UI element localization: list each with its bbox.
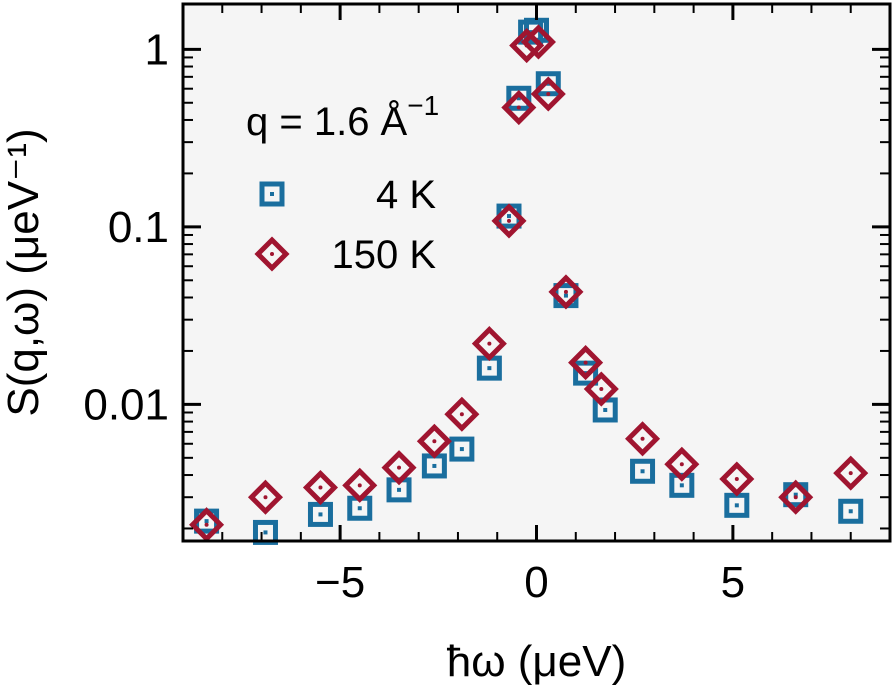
data-point-diamond	[583, 371, 619, 407]
legend-marker-square	[259, 181, 285, 207]
data-point-diamond	[664, 446, 700, 482]
data-point-diamond	[719, 461, 755, 497]
x-tick-label: −5	[315, 558, 365, 607]
data-point-diamond	[342, 467, 378, 503]
data-point-diamond	[530, 76, 566, 112]
data-point-diamond	[189, 507, 225, 543]
data-point-diamond	[568, 345, 604, 381]
legend-label: 4 K	[376, 173, 436, 217]
axis-tick-labels: −5 0 5 0.01 0.1 1	[83, 25, 745, 607]
q-annotation-superscript: −1	[407, 90, 439, 121]
data-markers	[189, 17, 869, 545]
data-point-square	[449, 436, 475, 462]
data-point-diamond	[501, 89, 537, 126]
legend-label: 150 K	[331, 233, 436, 277]
data-point-square	[838, 498, 864, 524]
q-annotation-main: q = 1.6 Å	[246, 99, 408, 144]
data-point-diamond	[247, 479, 284, 515]
data-point-square	[630, 458, 656, 484]
legend-entry: 4 K	[259, 173, 436, 217]
x-axis-label: ħω (μeV)	[447, 637, 627, 686]
y-axis-label: S(q,ω) (μeV⁻¹)	[0, 128, 48, 416]
data-point-diamond	[471, 326, 507, 362]
x-tick-label: 0	[524, 558, 548, 607]
data-point-diamond	[778, 479, 814, 515]
legend-entry: 150 K	[254, 233, 436, 277]
legend: 4 K 150 K	[254, 173, 436, 277]
data-point-diamond	[444, 396, 480, 432]
legend-marker-diamond	[254, 236, 290, 272]
data-point-diamond	[302, 470, 339, 506]
y-tick-label: 1	[145, 25, 169, 74]
data-point-diamond	[416, 423, 452, 459]
q-annotation: q = 1.6 Å−1	[246, 90, 439, 144]
data-point-diamond	[548, 274, 584, 310]
x-tick-label: 5	[721, 558, 745, 607]
series-1	[189, 24, 869, 543]
data-point-diamond	[625, 421, 661, 457]
y-tick-label: 0.01	[83, 380, 169, 429]
axis-ticks	[182, 4, 891, 541]
plot-area	[181, 2, 892, 545]
data-point-diamond	[520, 24, 556, 60]
data-point-diamond	[833, 455, 869, 491]
data-point-diamond	[381, 450, 417, 486]
data-point-diamond	[491, 203, 527, 239]
y-tick-label: 0.1	[108, 203, 169, 252]
